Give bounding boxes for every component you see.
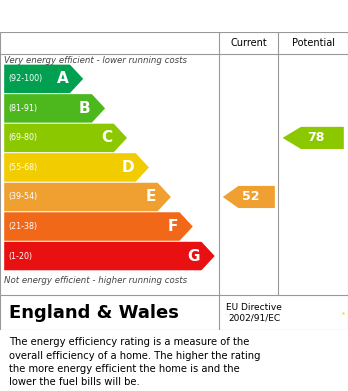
- Text: B: B: [79, 101, 90, 116]
- Polygon shape: [4, 65, 83, 93]
- Text: Energy Efficiency Rating: Energy Efficiency Rating: [9, 7, 238, 25]
- Text: (81-91): (81-91): [8, 104, 38, 113]
- Text: England & Wales: England & Wales: [9, 303, 179, 321]
- Polygon shape: [4, 153, 149, 182]
- Text: D: D: [121, 160, 134, 175]
- Text: G: G: [187, 249, 200, 264]
- Text: (21-38): (21-38): [8, 222, 38, 231]
- Text: Not energy efficient - higher running costs: Not energy efficient - higher running co…: [4, 276, 187, 285]
- Text: (55-68): (55-68): [8, 163, 38, 172]
- Text: Very energy efficient - lower running costs: Very energy efficient - lower running co…: [4, 56, 187, 65]
- Text: (92-100): (92-100): [8, 74, 42, 83]
- Text: EU Directive
2002/91/EC: EU Directive 2002/91/EC: [226, 303, 282, 322]
- Polygon shape: [4, 242, 215, 270]
- Text: Current: Current: [230, 38, 267, 48]
- Polygon shape: [223, 186, 275, 208]
- Text: Potential: Potential: [292, 38, 335, 48]
- Text: (1-20): (1-20): [8, 251, 32, 260]
- Text: The energy efficiency rating is a measure of the
overall efficiency of a home. T: The energy efficiency rating is a measur…: [9, 337, 260, 387]
- Polygon shape: [4, 212, 193, 241]
- Text: 78: 78: [307, 131, 325, 144]
- Polygon shape: [4, 124, 127, 152]
- Text: C: C: [101, 131, 112, 145]
- Polygon shape: [4, 183, 171, 211]
- Text: A: A: [56, 71, 68, 86]
- Polygon shape: [4, 94, 105, 123]
- Text: 52: 52: [243, 190, 260, 203]
- Text: (69-80): (69-80): [8, 133, 38, 142]
- Text: (39-54): (39-54): [8, 192, 38, 201]
- Polygon shape: [283, 127, 344, 149]
- Text: F: F: [167, 219, 178, 234]
- Text: E: E: [145, 190, 156, 204]
